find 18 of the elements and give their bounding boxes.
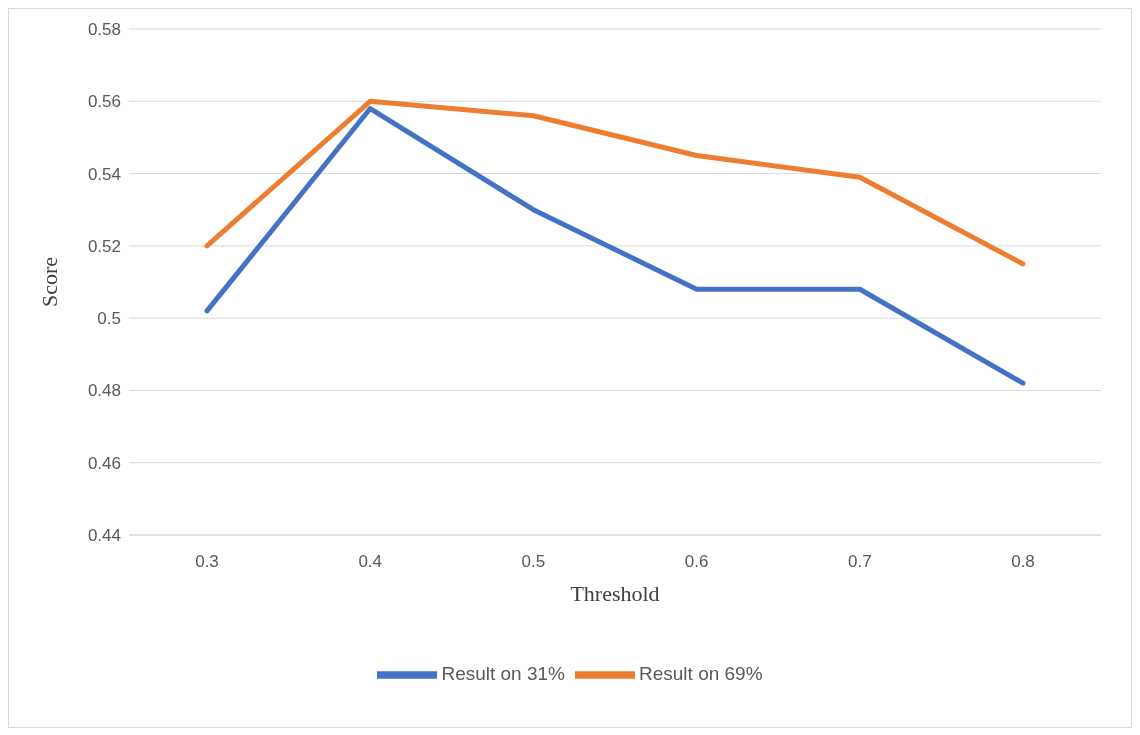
y-tick-label: 0.44 <box>87 526 121 546</box>
y-tick-label: 0.52 <box>87 236 121 256</box>
y-tick-label: 0.5 <box>97 309 121 329</box>
y-tick-label: 0.48 <box>87 381 121 401</box>
x-tick-label: 0.4 <box>358 552 383 572</box>
y-tick-label: 0.58 <box>87 20 121 40</box>
y-axis-title: Score <box>36 256 62 308</box>
y-tick-label: 0.56 <box>87 92 121 112</box>
y-tick-label: 0.46 <box>87 453 121 473</box>
legend-label: Result on 31% <box>441 663 565 685</box>
y-tick-label: 0.54 <box>87 164 121 184</box>
x-axis-title: Threshold <box>570 580 660 606</box>
x-tick-label: 0.7 <box>847 552 872 572</box>
x-tick-label: 0.3 <box>195 552 219 572</box>
x-tick-label: 0.6 <box>684 552 709 572</box>
x-tick-label: 0.8 <box>1011 552 1035 572</box>
x-tick-label: 0.5 <box>521 552 546 572</box>
legend-label: Result on 69% <box>639 663 763 685</box>
